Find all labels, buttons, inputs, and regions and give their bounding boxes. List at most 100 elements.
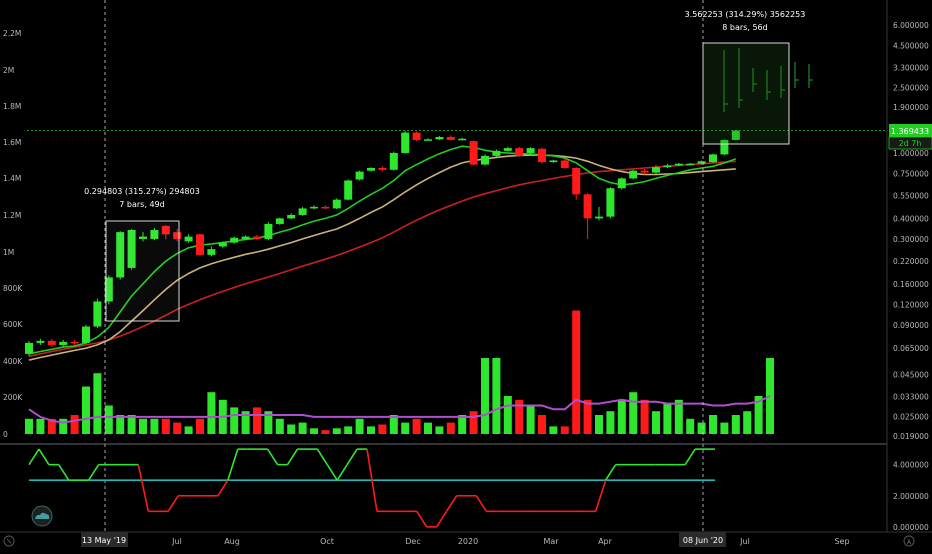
volume-bar — [617, 399, 626, 434]
x-highlight-1-bg — [81, 532, 128, 547]
right-axis-tick-label: 3.300000 — [893, 64, 929, 73]
volume-bar — [230, 407, 239, 434]
volume-bar — [412, 418, 421, 434]
volume-bar — [549, 426, 558, 434]
volume-bar — [93, 373, 102, 434]
left-axis-tick-label: 1M — [3, 248, 14, 257]
volume-bar — [310, 428, 318, 434]
candle-body — [446, 137, 455, 140]
candle-body — [207, 249, 216, 255]
candle-body — [720, 139, 729, 155]
volume-bar — [754, 396, 763, 434]
candle-body — [161, 225, 170, 235]
right-axis-tick-label: 0.300000 — [893, 235, 929, 244]
volume-bar — [560, 426, 569, 434]
volume-bar — [264, 411, 273, 434]
measure-box-1[interactable]: 0.294803 (315.27%) 294803 7 bars, 49d — [84, 187, 200, 322]
volume-bar — [435, 426, 444, 434]
candle-body — [640, 170, 649, 173]
indicator-axis-tick-label: 2.000000 — [893, 492, 929, 501]
candle-body — [70, 341, 79, 344]
volume-bar — [709, 415, 717, 434]
x-axis-tick-label: Sep — [834, 537, 849, 546]
last-price-badge-bg — [889, 124, 932, 137]
x-highlight-2-bg — [679, 532, 726, 547]
indicator-segment — [684, 448, 696, 466]
timezone-icon[interactable] — [3, 535, 15, 547]
right-axis-tick-label: 0.750000 — [893, 170, 929, 179]
indicator-axis-tick-label: 0.000000 — [893, 523, 929, 532]
measure-2-line1: 3.562253 (314.29%) 3562253 — [685, 10, 806, 19]
left-axis-tick-label: 1.4M — [3, 174, 21, 183]
volume-bar — [139, 418, 147, 434]
right-axis-tick-label: 1.900000 — [893, 103, 929, 112]
indicator-segment — [286, 448, 299, 466]
candle-body — [25, 342, 33, 354]
candle-body — [82, 326, 90, 343]
candle-body — [469, 141, 478, 165]
volume-bar — [25, 418, 33, 434]
volume-bar — [492, 358, 501, 434]
indicator-segment — [346, 448, 358, 466]
volume-bar — [458, 415, 467, 434]
right-axis-tick-label: 0.550000 — [893, 192, 929, 201]
candle-body — [355, 171, 364, 180]
right-axis-tick-label: 0.400000 — [893, 214, 929, 223]
volume-bar — [367, 426, 375, 434]
candle-body — [617, 178, 626, 189]
candle-body — [173, 232, 182, 239]
candle-body — [583, 194, 592, 219]
right-axis-tick-label: 0.160000 — [893, 280, 929, 289]
candle-body — [344, 180, 353, 200]
candle-body — [458, 138, 467, 141]
right-axis-tick-label: 1.000000 — [893, 149, 929, 158]
volume-bar — [344, 426, 353, 434]
candle-body — [218, 242, 227, 247]
settings-icon[interactable]: A — [903, 535, 915, 547]
indicator-segment — [366, 448, 378, 512]
x-axis-tick-label: Oct — [320, 537, 334, 546]
left-axis-tick-label: 200K — [3, 393, 23, 402]
indicator-segment — [227, 448, 239, 481]
indicator-segment — [604, 464, 617, 481]
measure-1-line1: 0.294803 (315.27%) 294803 — [84, 187, 200, 196]
volume-bar — [640, 399, 649, 434]
x-axis-tick-label: Jul — [171, 537, 182, 546]
volume-bar — [241, 411, 250, 434]
indicator-axis-tick-label: 4.000000 — [893, 461, 929, 470]
candle-body — [298, 208, 307, 215]
indicator-segment — [326, 464, 338, 481]
indicator-pane: 4.000000 2.000000 0.000000 — [28, 448, 929, 532]
volume-bar — [652, 411, 660, 434]
right-axis-tick-label: 0.220000 — [893, 257, 929, 266]
x-axis-tick-label: Dec — [405, 537, 420, 546]
measure-box-2[interactable]: 3.562253 (314.29%) 3562253 8 bars, 56d — [685, 10, 806, 145]
candle-body — [104, 277, 113, 302]
volume-bar — [378, 424, 387, 434]
measure-1-line2: 7 bars, 49d — [119, 200, 164, 209]
cloud-logo-icon[interactable] — [31, 505, 53, 527]
candle-body — [196, 234, 204, 255]
candle-body — [526, 148, 535, 153]
volume-bar — [47, 418, 56, 434]
left-axis-tick-label: 400K — [3, 357, 23, 366]
candle-body — [606, 188, 615, 217]
x-axis-highlight-2: 08 Jun '20 — [679, 532, 726, 547]
candle-body — [663, 165, 672, 168]
left-axis-tick-label: 0 — [3, 430, 8, 439]
countdown-label: 2d 7h — [899, 139, 922, 148]
candle-body — [93, 301, 102, 327]
indicator-segment — [594, 479, 607, 512]
right-axis-tick-label: 0.019000 — [893, 432, 929, 441]
volume-bar — [583, 399, 592, 434]
candle-body — [560, 160, 569, 169]
right-axis-tick-label: 0.025000 — [893, 412, 929, 421]
volume-bar — [538, 415, 546, 434]
volume-bar — [36, 418, 45, 434]
volume-bar — [481, 358, 489, 434]
ma-tan-line — [28, 154, 736, 361]
candle-body — [47, 340, 56, 345]
volume-bar — [196, 418, 204, 434]
candle-body — [367, 168, 375, 171]
